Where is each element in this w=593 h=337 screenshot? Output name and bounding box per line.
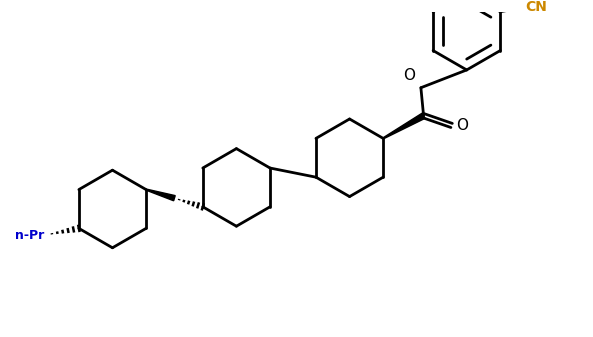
Text: CN: CN	[525, 0, 547, 14]
Text: O: O	[403, 68, 415, 84]
Polygon shape	[383, 113, 425, 139]
Text: O: O	[456, 118, 468, 133]
Text: n-Pr: n-Pr	[15, 229, 44, 242]
Polygon shape	[146, 189, 175, 201]
